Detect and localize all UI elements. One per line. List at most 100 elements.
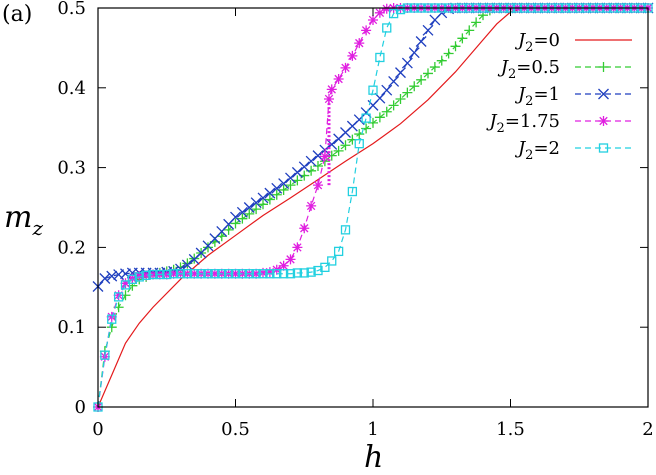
x-tick-label: 2	[642, 419, 653, 440]
data-point	[127, 274, 138, 284]
x-tick-label: 1.5	[496, 419, 525, 440]
series-2	[92, 2, 654, 292]
data-point	[368, 85, 378, 95]
y-axis-label: mz	[4, 200, 43, 240]
data-point	[457, 33, 468, 44]
data-point	[182, 269, 193, 279]
legend-entry-4: J2=2	[514, 138, 632, 163]
data-point	[285, 172, 296, 184]
data-point	[106, 270, 118, 282]
legend-marker-4	[598, 143, 609, 153]
legend-label-4: J2=2	[514, 138, 560, 163]
data-point	[319, 151, 330, 162]
data-point	[127, 273, 138, 284]
data-point	[106, 311, 117, 322]
series-1	[93, 3, 653, 412]
axes-layer: 0 0.5 1 1.5 2 0 0.1 0.2 0.3 0.4 0.5	[57, 0, 653, 440]
legend-entry-1: J2=0.5	[497, 57, 632, 82]
series-line-2	[97, 7, 648, 287]
data-point	[354, 129, 365, 140]
y-axis-label-subscript: z	[32, 216, 43, 240]
series-0	[97, 7, 648, 408]
data-point	[230, 269, 241, 279]
data-point	[120, 278, 131, 289]
data-point	[251, 269, 261, 279]
data-point	[347, 186, 358, 197]
data-point	[99, 273, 111, 284]
data-point	[161, 269, 172, 280]
data-point	[168, 269, 179, 279]
data-point	[264, 267, 275, 278]
data-point	[244, 208, 255, 219]
data-point	[264, 187, 276, 199]
data-point	[429, 62, 440, 73]
data-point	[251, 204, 262, 215]
plot-frame	[97, 7, 649, 408]
data-point	[395, 93, 406, 104]
data-point	[251, 268, 262, 279]
data-point	[134, 272, 144, 282]
data-point	[217, 269, 227, 279]
data-point	[189, 269, 199, 279]
series-3	[93, 3, 653, 412]
series-line-4	[97, 7, 648, 408]
data-point	[450, 41, 461, 52]
data-point	[471, 17, 482, 28]
data-point	[375, 52, 385, 63]
series-line-1	[97, 7, 648, 408]
data-point	[415, 36, 427, 47]
legend-marker-3	[598, 116, 609, 126]
data-point	[368, 14, 378, 25]
data-point	[306, 200, 317, 211]
data-point	[278, 260, 289, 271]
data-point	[278, 184, 289, 195]
data-point	[313, 265, 323, 276]
data-point	[258, 267, 268, 278]
data-point	[271, 182, 283, 194]
data-point	[401, 57, 413, 69]
legend-label-2: J2=1	[514, 84, 560, 109]
data-point	[340, 225, 351, 235]
data-point	[100, 350, 110, 360]
data-point	[347, 50, 358, 61]
data-point	[340, 140, 351, 151]
data-point	[333, 246, 344, 257]
y-tick-label: 0.1	[57, 317, 86, 338]
data-point	[285, 254, 296, 265]
data-point	[113, 292, 124, 302]
y-tick-label: 0.3	[57, 158, 86, 179]
data-point	[340, 62, 351, 73]
data-point	[354, 38, 365, 49]
x-tick-label: 0	[92, 419, 103, 440]
x-tick-label: 1	[367, 419, 378, 440]
data-point	[292, 268, 303, 278]
data-point	[443, 48, 454, 59]
legend-marker-1	[598, 62, 609, 72]
data-point	[210, 269, 220, 279]
data-point	[388, 75, 400, 87]
data-point	[189, 268, 200, 279]
data-point	[333, 145, 344, 156]
data-point	[298, 161, 310, 173]
data-point	[313, 180, 323, 191]
data-point	[244, 269, 254, 279]
data-point	[409, 81, 420, 92]
data-point	[258, 269, 268, 279]
data-point	[223, 224, 234, 235]
data-point	[299, 268, 309, 278]
data-point	[320, 262, 330, 273]
data-point	[265, 269, 275, 279]
data-point	[368, 117, 378, 128]
data-point	[148, 269, 158, 280]
data-point	[278, 269, 289, 279]
data-point	[354, 139, 364, 149]
data-point	[305, 155, 317, 167]
y-tick-label: 0.4	[57, 78, 86, 99]
data-point	[381, 106, 392, 117]
y-tick-label: 0.2	[57, 237, 86, 258]
data-point	[285, 269, 296, 279]
data-point	[148, 269, 158, 280]
legend-entry-3: J2=1.75	[485, 111, 632, 136]
series-4	[93, 3, 653, 412]
